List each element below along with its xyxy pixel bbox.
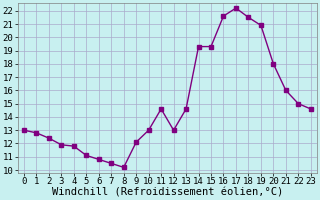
X-axis label: Windchill (Refroidissement éolien,°C): Windchill (Refroidissement éolien,°C): [52, 187, 283, 197]
